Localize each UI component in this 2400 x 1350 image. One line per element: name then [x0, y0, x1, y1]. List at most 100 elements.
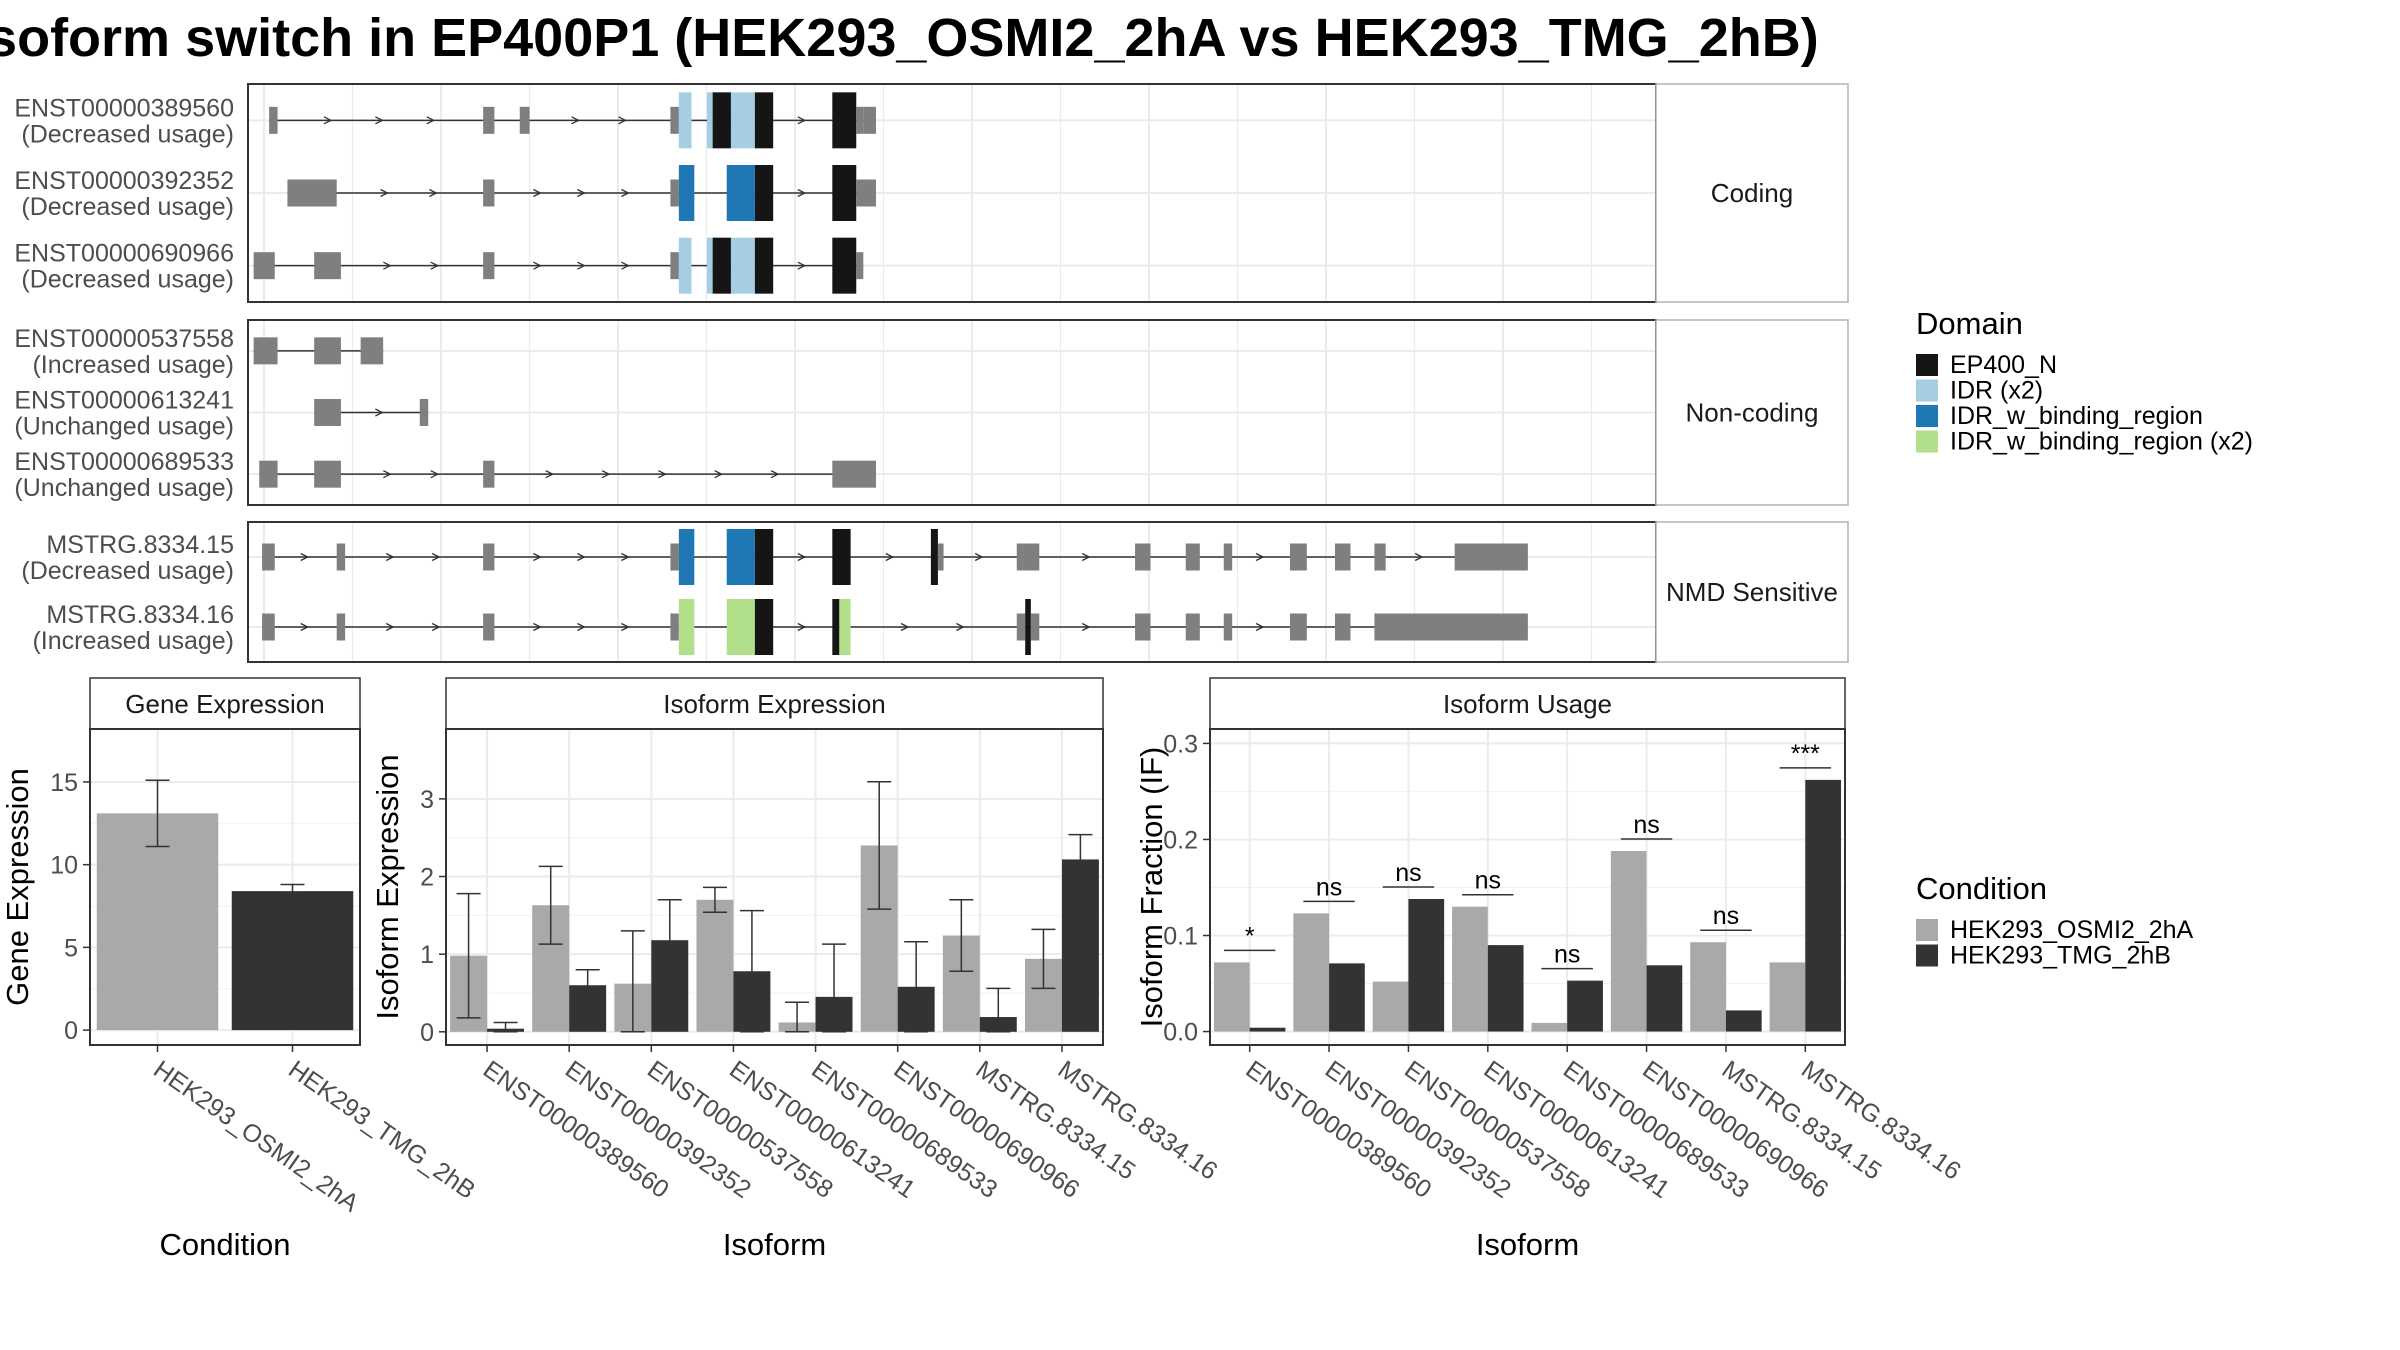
exon-block: [863, 106, 876, 134]
bar: [1293, 913, 1330, 1032]
bar: [696, 899, 734, 1032]
direction-arrow: [533, 188, 542, 198]
exon-block: [856, 179, 876, 207]
bar: [1372, 981, 1409, 1032]
transcript-ENST00000613241: ENST00000613241(Unchanged usage): [14, 387, 1656, 441]
exon-block: [360, 337, 384, 365]
transcript-usage-label: (Increased usage): [32, 627, 234, 655]
legend-label: IDR_w_binding_region: [1950, 402, 2203, 430]
direction-arrow: [797, 116, 807, 125]
y-tick-label: 5: [64, 934, 78, 962]
chart-title: Isoform Usage: [1443, 689, 1612, 719]
y-axis-title: Isoform Fraction (IF): [1134, 747, 1169, 1028]
exon-block: [253, 337, 278, 365]
bar: [1725, 1010, 1762, 1032]
significance-label: ns: [1713, 902, 1739, 930]
x-axis-title: Condition: [160, 1227, 291, 1262]
direction-arrow: [1081, 622, 1091, 632]
direction-arrow: [577, 188, 586, 198]
chart-border: [89, 728, 361, 1046]
domain-block: [678, 237, 692, 294]
direction-arrow: [797, 188, 807, 198]
transcript-ENST00000389560: ENST00000389560(Decreased usage): [14, 92, 1656, 149]
exon-block: [483, 613, 495, 641]
legend-key: [1916, 919, 1938, 941]
domain-block: [678, 529, 695, 585]
bar: [1610, 850, 1647, 1032]
exon-block: [1289, 613, 1307, 641]
direction-arrow: [431, 552, 441, 562]
domain-block: [839, 599, 851, 655]
direction-arrow: [300, 622, 310, 632]
direction-arrow: [577, 622, 586, 632]
direction-arrow: [380, 188, 389, 198]
transcript-MSTRG.8334.15: MSTRG.8334.15(Decreased usage): [21, 529, 1656, 585]
y-tick-label: 0.2: [1163, 826, 1198, 854]
exon-block: [336, 543, 346, 571]
exon-block: [269, 106, 278, 134]
legend-label: HEK293_OSMI2_2hA: [1950, 916, 2194, 944]
domain-block: [832, 92, 857, 149]
exon-block: [1185, 543, 1200, 571]
chart-strip: [1209, 677, 1846, 730]
y-tick-label: 15: [50, 769, 78, 797]
significance-label: ns: [1316, 873, 1342, 901]
domain-block: [754, 92, 774, 149]
direction-arrow: [385, 622, 395, 632]
domain-block: [712, 92, 731, 149]
legend-key: [1916, 944, 1938, 967]
direction-arrow: [577, 261, 586, 270]
bar: [1567, 980, 1603, 1032]
direction-arrow: [545, 470, 555, 479]
bar: [1408, 899, 1445, 1032]
domain-block: [730, 92, 755, 149]
y-axis-title: Isoform Expression: [370, 754, 405, 1019]
legend-label: IDR_w_binding_region (x2): [1950, 428, 2253, 456]
exon-block: [483, 460, 495, 488]
legend-label: EP400_N: [1950, 351, 2057, 379]
direction-arrow: [658, 470, 667, 479]
direction-arrow: [601, 470, 611, 479]
exon-block: [1016, 613, 1026, 641]
bar: [1452, 906, 1488, 1032]
exon-block: [1289, 543, 1307, 571]
y-axis-title: Gene Expression: [0, 768, 35, 1006]
exon-block: [1135, 543, 1151, 571]
panel-strip: [1655, 319, 1849, 506]
exon-block: [259, 460, 278, 488]
y-tick-label: 0.3: [1163, 730, 1198, 758]
legend-title: Domain: [1916, 306, 2023, 341]
significance-label: ns: [1554, 941, 1580, 969]
transcript-MSTRG.8334.16: MSTRG.8334.16(Increased usage): [32, 599, 1656, 655]
exon-block: [670, 252, 679, 280]
direction-arrow: [1414, 552, 1424, 562]
direction-arrow: [571, 116, 580, 125]
domain-block: [730, 237, 755, 294]
direction-arrow: [621, 261, 630, 270]
panel-strip-label: Non-coding: [1686, 398, 1819, 428]
significance-label: ns: [1475, 867, 1501, 895]
expression-bar-charts: Gene Expression051015HEK293_OSMI2_2hAHEK…: [0, 677, 1966, 1262]
direction-arrow: [900, 622, 910, 632]
transcript-usage-label: (Decreased usage): [21, 193, 234, 221]
direction-arrow: [621, 552, 630, 562]
domain-block: [832, 529, 851, 585]
exon-block: [287, 179, 337, 207]
legend-title: Condition: [1916, 871, 2047, 906]
exon-block: [483, 543, 495, 571]
direction-arrow: [770, 470, 780, 479]
direction-arrow: [375, 116, 384, 125]
y-tick-label: 0.0: [1163, 1019, 1198, 1047]
bar: [1213, 962, 1250, 1032]
bar: [1061, 859, 1099, 1032]
exon-block: [1223, 543, 1233, 571]
exon-block: [1030, 613, 1040, 641]
exon-block: [832, 460, 876, 488]
legend-key: [1916, 430, 1938, 453]
exon-block: [856, 252, 864, 280]
direction-arrow: [300, 552, 310, 562]
y-tick-label: 10: [50, 852, 78, 880]
direction-arrow: [956, 622, 965, 632]
